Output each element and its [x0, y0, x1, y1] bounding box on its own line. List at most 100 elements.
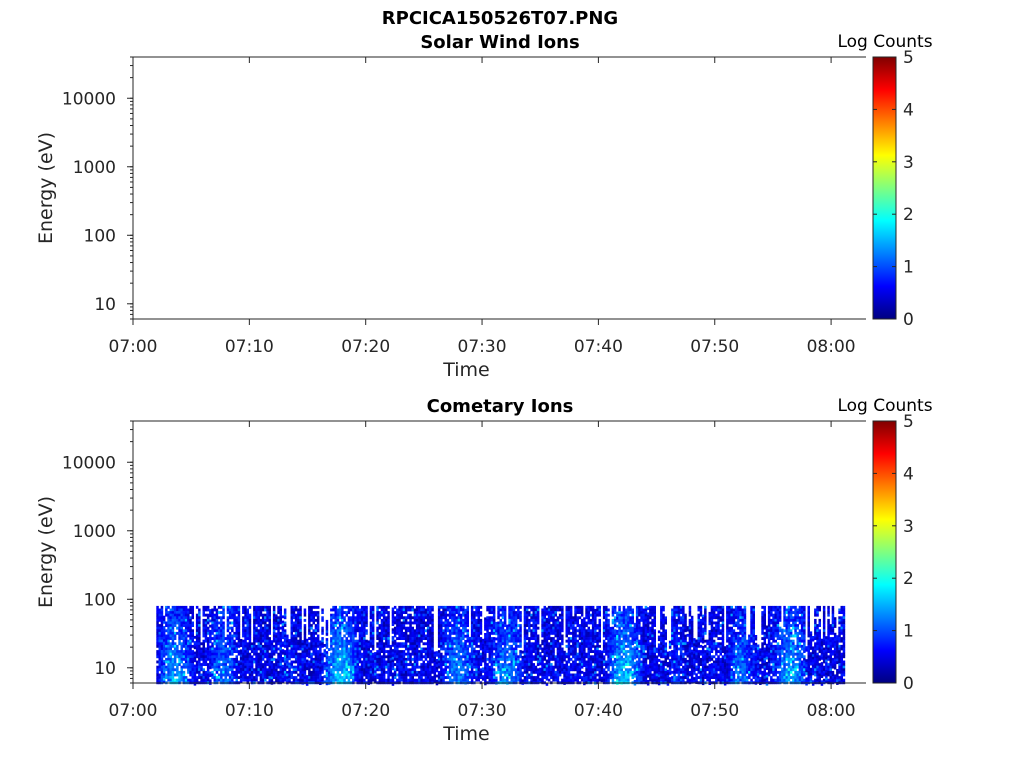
heatmap-cell [369, 668, 373, 672]
heatmap-cell [378, 634, 381, 638]
heatmap-cell [380, 626, 384, 630]
heatmap-cell [525, 665, 529, 669]
heatmap-cell [305, 659, 309, 663]
heatmap-cell [457, 663, 461, 666]
heatmap-cell [365, 642, 368, 646]
heatmap-cell [473, 639, 476, 643]
heatmap-cell [235, 629, 238, 633]
heatmap-cell [492, 637, 496, 640]
heatmap-cell [268, 655, 271, 659]
heatmap-cell [508, 637, 511, 640]
heatmap-cell [567, 647, 571, 651]
heatmap-cell [486, 650, 489, 653]
heatmap-cell [530, 613, 533, 617]
heatmap-cell [387, 631, 390, 635]
heatmap-cell [316, 657, 320, 661]
heatmap-cell [492, 613, 496, 617]
heatmap-cell [536, 611, 540, 614]
heatmap-cell [543, 652, 546, 656]
heatmap-cell [442, 644, 445, 648]
heatmap-cell [264, 676, 267, 679]
heatmap-cell [294, 608, 298, 612]
heatmap-cell [167, 618, 170, 622]
heatmap-cell [567, 660, 571, 664]
heatmap-cell [400, 611, 403, 614]
heatmap-cell [299, 670, 302, 674]
heatmap-cell [360, 611, 364, 614]
heatmap-cell [321, 629, 324, 633]
heatmap-cell [501, 605, 505, 609]
heatmap-cell [264, 616, 267, 620]
heatmap-cell [279, 637, 282, 640]
heatmap-cell [365, 655, 368, 659]
heatmap-cell [209, 637, 212, 641]
heatmap-cell [305, 649, 309, 652]
heatmap-cell [316, 655, 320, 659]
heatmap-cell [589, 618, 593, 622]
heatmap-cell [385, 644, 388, 648]
heatmap-cell [497, 663, 500, 666]
heatmap-cell [206, 639, 210, 643]
heatmap-cell [321, 626, 324, 630]
heatmap-cell [523, 668, 527, 672]
heatmap-cell [552, 605, 555, 609]
heatmap-cell [246, 631, 249, 635]
heatmap-cell [237, 652, 241, 656]
heatmap-cell [233, 660, 236, 664]
heatmap-cell [187, 665, 190, 669]
heatmap-cell [310, 624, 313, 627]
heatmap-cell [453, 637, 456, 640]
heatmap-cell [402, 637, 406, 640]
heatmap-cell [508, 657, 511, 661]
heatmap-cell [464, 640, 467, 643]
heatmap-cell [563, 669, 566, 672]
heatmap-cell [589, 676, 593, 679]
heatmap-cell [160, 673, 164, 677]
heatmap-cell [286, 671, 289, 674]
heatmap-cell [316, 639, 320, 643]
heatmap-cell [400, 657, 403, 661]
heatmap-cell [367, 643, 370, 646]
heatmap-cell [215, 634, 219, 638]
heatmap-cell [455, 644, 458, 648]
heatmap-cell [374, 662, 377, 666]
heatmap-cell [437, 618, 441, 622]
heatmap-cell [244, 647, 247, 651]
heatmap-cell [530, 605, 533, 609]
heatmap-cell [488, 647, 491, 651]
heatmap-cell [466, 663, 469, 666]
heatmap-cell [341, 652, 344, 656]
heatmap-cell [299, 673, 302, 677]
heatmap-cell [572, 634, 575, 638]
heatmap-cell [312, 673, 315, 677]
heatmap-cell [255, 673, 258, 677]
heatmap-cell [446, 647, 450, 651]
heatmap-cell [264, 639, 267, 643]
heatmap-cell [400, 624, 403, 627]
heatmap-cell [437, 670, 441, 674]
heatmap-cell [325, 630, 329, 634]
heatmap-cell [206, 637, 210, 640]
heatmap-cell [349, 642, 353, 646]
heatmap-cell [380, 634, 384, 638]
heatmap-cell [534, 678, 538, 682]
heatmap-cell [363, 668, 366, 672]
heatmap-cell [217, 673, 221, 677]
heatmap-cell [363, 626, 366, 630]
heatmap-cell [468, 655, 472, 658]
heatmap-cell [299, 652, 302, 656]
heatmap-cell [490, 642, 494, 646]
heatmap-cell [464, 614, 467, 617]
heatmap-cell [539, 654, 542, 658]
heatmap-cell [187, 611, 190, 614]
heatmap-cell [239, 675, 243, 679]
heatmap-cell [193, 654, 197, 657]
heatmap-cell [275, 627, 278, 631]
heatmap-cell [396, 629, 399, 633]
heatmap-cell [402, 644, 406, 648]
heatmap-cell [220, 618, 223, 622]
heatmap-cell [534, 644, 538, 648]
heatmap-cell [440, 660, 443, 664]
heatmap-cell [514, 642, 518, 646]
